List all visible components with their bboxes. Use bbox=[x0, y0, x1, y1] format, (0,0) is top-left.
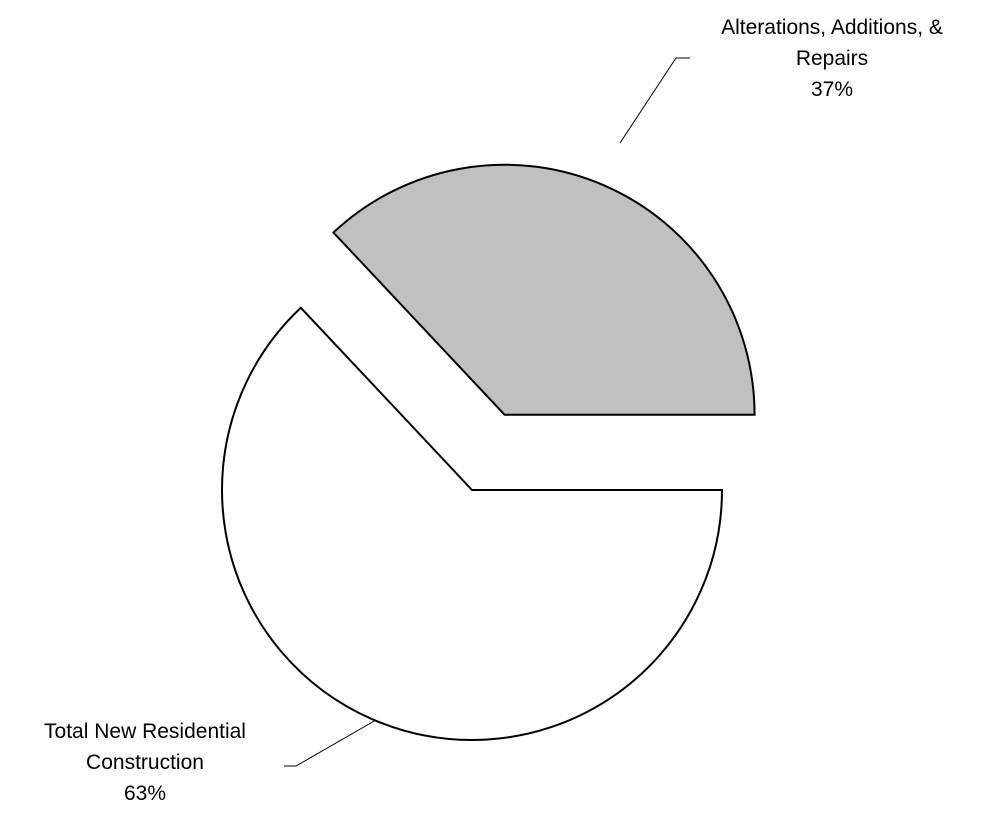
slice-label-2: Total New Residential Construction 63% bbox=[44, 720, 246, 805]
slice-label-line: Alterations, Additions, & bbox=[721, 16, 943, 39]
pie-slice-2 bbox=[221, 306, 724, 741]
slice-percent-label: 63% bbox=[124, 782, 166, 805]
leader-line-2 bbox=[284, 719, 377, 767]
slice-percent-label: 37% bbox=[811, 78, 853, 101]
leader-lines bbox=[284, 57, 690, 767]
slice-label-line: Repairs bbox=[796, 47, 868, 70]
slice-label-line: Construction bbox=[86, 751, 204, 774]
slice-label-line: Total New Residential bbox=[44, 720, 246, 743]
pie-slice-1 bbox=[332, 163, 756, 416]
slice-label-1: Alterations, Additions, & Repairs 37% bbox=[721, 16, 943, 101]
pie-slices bbox=[221, 163, 756, 741]
slice-labels: Alterations, Additions, & Repairs 37% Total… bbox=[44, 16, 943, 805]
leader-line-1 bbox=[619, 57, 690, 144]
